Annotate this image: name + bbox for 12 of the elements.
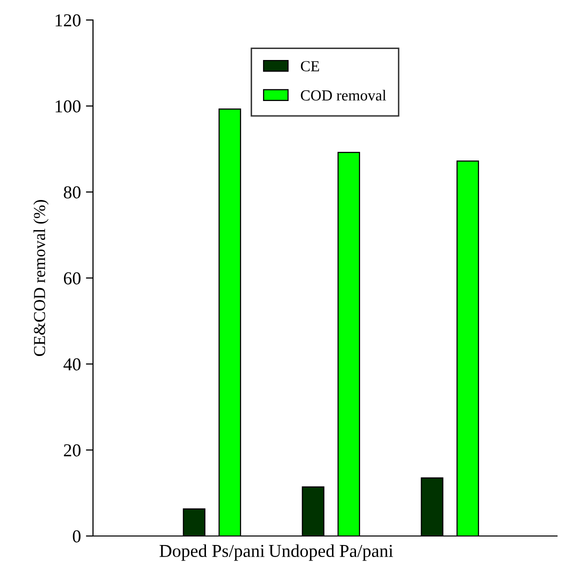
y-tick-label: 0 (72, 530, 81, 542)
y-tick-label: 20 (64, 444, 81, 456)
legend-label: COD removal (300, 90, 386, 101)
y-tick-label: 40 (63, 358, 81, 370)
y-tick-label: 100 (56, 100, 81, 112)
legend-label: CE (300, 61, 320, 72)
x-tick-label: Undoped Pa/pani (268, 544, 394, 561)
y-tick-label: 120 (56, 14, 81, 26)
x-tick-label: Doped Ps/pani (160, 544, 265, 561)
y-tick-label: 60 (64, 272, 81, 284)
y-axis-title: CE&COD removal (%) (33, 200, 49, 356)
y-tick-label: 80 (64, 186, 81, 198)
